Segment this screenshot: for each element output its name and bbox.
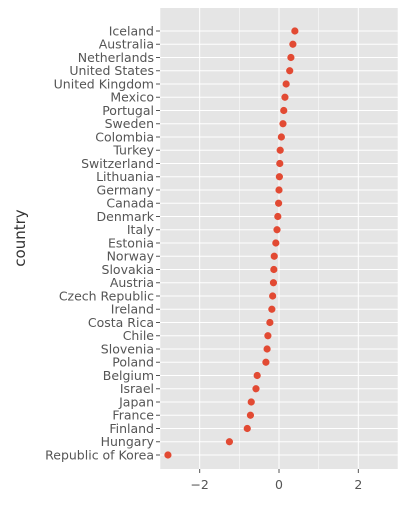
data-point <box>275 199 283 207</box>
y-tick-label: Iceland <box>109 23 154 38</box>
data-point <box>269 292 277 300</box>
data-point <box>281 93 289 101</box>
y-tick-label: Finland <box>109 421 154 436</box>
tick-marks <box>156 30 359 473</box>
data-point <box>266 318 274 327</box>
data-point <box>272 239 280 247</box>
data-point <box>264 332 272 340</box>
data-point <box>164 451 172 459</box>
data-point <box>275 173 283 181</box>
data-point <box>276 159 284 168</box>
data-point <box>277 133 285 141</box>
data-point <box>289 40 297 48</box>
y-tick-label: Republic of Korea <box>45 447 154 462</box>
data-point <box>286 67 294 75</box>
y-tick-label: Slovakia <box>102 262 154 277</box>
data-point <box>268 305 276 313</box>
data-point <box>279 120 287 128</box>
y-tick-label: France <box>112 408 154 423</box>
data-point <box>287 53 295 62</box>
y-axis-title: country <box>11 209 29 266</box>
data-point <box>270 252 278 260</box>
y-tick-label: Chile <box>123 328 155 343</box>
data-point <box>246 411 255 419</box>
x-tick-label: 0 <box>275 477 283 492</box>
y-tick-label: Germany <box>97 182 155 197</box>
y-tick-label: Norway <box>107 249 155 264</box>
y-tick-label: Netherlands <box>78 50 154 65</box>
y-tick-label: Australia <box>99 37 154 52</box>
y-tick-label: Austria <box>110 275 154 290</box>
y-tick-label: Costa Rica <box>88 315 154 330</box>
data-point <box>247 398 255 406</box>
y-tick-label: Lithuania <box>96 169 154 184</box>
y-tick-label: Ireland <box>111 302 154 317</box>
data-point <box>274 212 282 221</box>
data-point <box>273 226 281 234</box>
data-point <box>243 424 251 433</box>
y-tick-label: Belgium <box>103 368 154 383</box>
x-tick-labels: −2 0 2 <box>190 477 362 492</box>
y-tick-label: Switzerland <box>81 156 154 171</box>
data-point <box>263 345 271 353</box>
data-point <box>262 358 270 366</box>
y-tick-label: Slovenia <box>101 341 154 356</box>
data-point <box>270 265 278 274</box>
x-tick-label: 2 <box>354 477 362 492</box>
y-tick-label: Portugal <box>102 103 154 118</box>
y-tick-label: Mexico <box>110 90 154 105</box>
data-point <box>275 186 283 194</box>
data-point <box>282 80 290 88</box>
y-tick-label: Italy <box>127 222 155 237</box>
y-tick-label: Hungary <box>101 434 155 449</box>
data-point <box>253 371 261 380</box>
y-tick-label: United Kingdom <box>54 76 154 91</box>
y-tick-label: Japan <box>118 394 154 409</box>
data-point <box>291 27 299 35</box>
y-tick-label: United States <box>69 63 154 78</box>
y-tick-label: Denmark <box>97 209 155 224</box>
x-tick-label: −2 <box>190 477 208 492</box>
y-tick-label: Colombia <box>95 129 154 144</box>
y-tick-label: Estonia <box>108 235 154 250</box>
y-tick-label: Israel <box>120 381 154 396</box>
data-point <box>225 438 234 446</box>
y-tick-label: Czech Republic <box>59 288 154 303</box>
y-tick-label: Sweden <box>105 116 154 131</box>
data-points <box>164 27 299 459</box>
y-tick-label: Turkey <box>112 143 154 158</box>
data-point <box>252 385 260 393</box>
data-point <box>269 279 278 287</box>
data-point <box>276 146 284 154</box>
y-tick-label: Canada <box>106 196 154 211</box>
data-point <box>280 106 288 115</box>
y-tick-label: Poland <box>112 355 154 370</box>
